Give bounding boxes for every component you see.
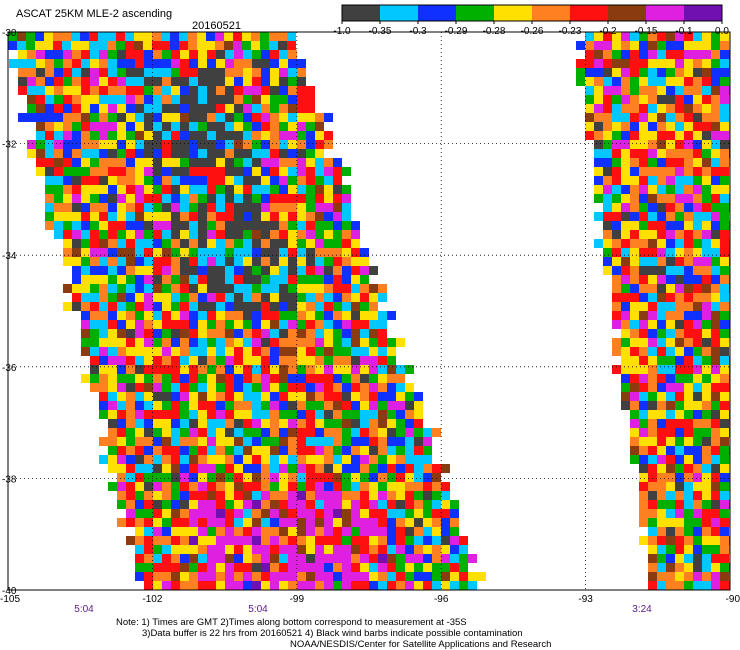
legend-label: -0.35 — [369, 26, 392, 37]
lat-tick-label: -38 — [2, 474, 17, 485]
legend-label: -1.0 — [333, 26, 351, 37]
legend-swatch — [418, 5, 456, 21]
axis-labels: -30 -32 -34 -36 -38 -40-105 -102 -99 -96 -93 -90 5:… — [0, 28, 740, 615]
legend-swatch — [494, 5, 532, 21]
footnote-line-2: 3)Data buffer is 22 hrs from 20160521 4)… — [142, 628, 523, 639]
lat-tick-label: -36 — [2, 363, 17, 374]
pass-time-label: 3:24 — [632, 604, 652, 615]
pass-time-label: 5:04 — [248, 604, 268, 615]
legend-label: -0.1 — [675, 26, 693, 37]
legend-swatch — [532, 5, 570, 21]
map-title: ASCAT 25KM MLE-2 ascending — [16, 8, 173, 20]
legend-swatch — [342, 5, 380, 21]
plot-frame — [7, 31, 731, 591]
legend-label: -0.28 — [483, 26, 506, 37]
lon-tick-label: -90 — [726, 594, 740, 605]
lon-tick-label: -105 — [0, 594, 20, 605]
lon-tick-label: -96 — [434, 594, 449, 605]
legend-label: -0.26 — [521, 26, 544, 37]
swath-data-layer — [8, 32, 730, 590]
legend-label: 0.0 — [715, 26, 729, 37]
lon-tick-label: -102 — [142, 594, 162, 605]
legend-label: -0.2 — [599, 26, 617, 37]
color-legend: -1.0 -0.35 -0.3 -0.29 -0.28 -0.26 -0.23 -0.2 -0.… — [333, 4, 729, 37]
legend-swatch — [456, 5, 494, 21]
legend-label: -0.15 — [635, 26, 658, 37]
legend-label: -0.3 — [409, 26, 427, 37]
lon-tick-label: -93 — [578, 594, 593, 605]
lat-tick-label: -32 — [2, 140, 17, 151]
pass-time-label: 5:04 — [74, 604, 94, 615]
legend-swatch — [570, 5, 608, 21]
legend-swatch — [646, 5, 684, 21]
legend-swatch — [380, 5, 418, 21]
legend-label: -0.23 — [559, 26, 582, 37]
legend-swatch — [608, 5, 646, 21]
lat-tick-label: -30 — [2, 28, 17, 39]
map-date: 20160521 — [192, 20, 241, 32]
lat-tick-label: -34 — [2, 251, 17, 262]
footnote-line-1: Note: 1) Times are GMT 2)Times along bot… — [116, 617, 467, 628]
lon-tick-label: -99 — [290, 594, 305, 605]
lat-tick-label: -40 — [2, 586, 17, 597]
legend-label: -0.29 — [445, 26, 468, 37]
legend-swatch — [684, 5, 722, 21]
footnote-line-3: NOAA/NESDIS/Center for Satellite Applica… — [290, 639, 552, 650]
lat-lon-grid — [8, 32, 730, 590]
